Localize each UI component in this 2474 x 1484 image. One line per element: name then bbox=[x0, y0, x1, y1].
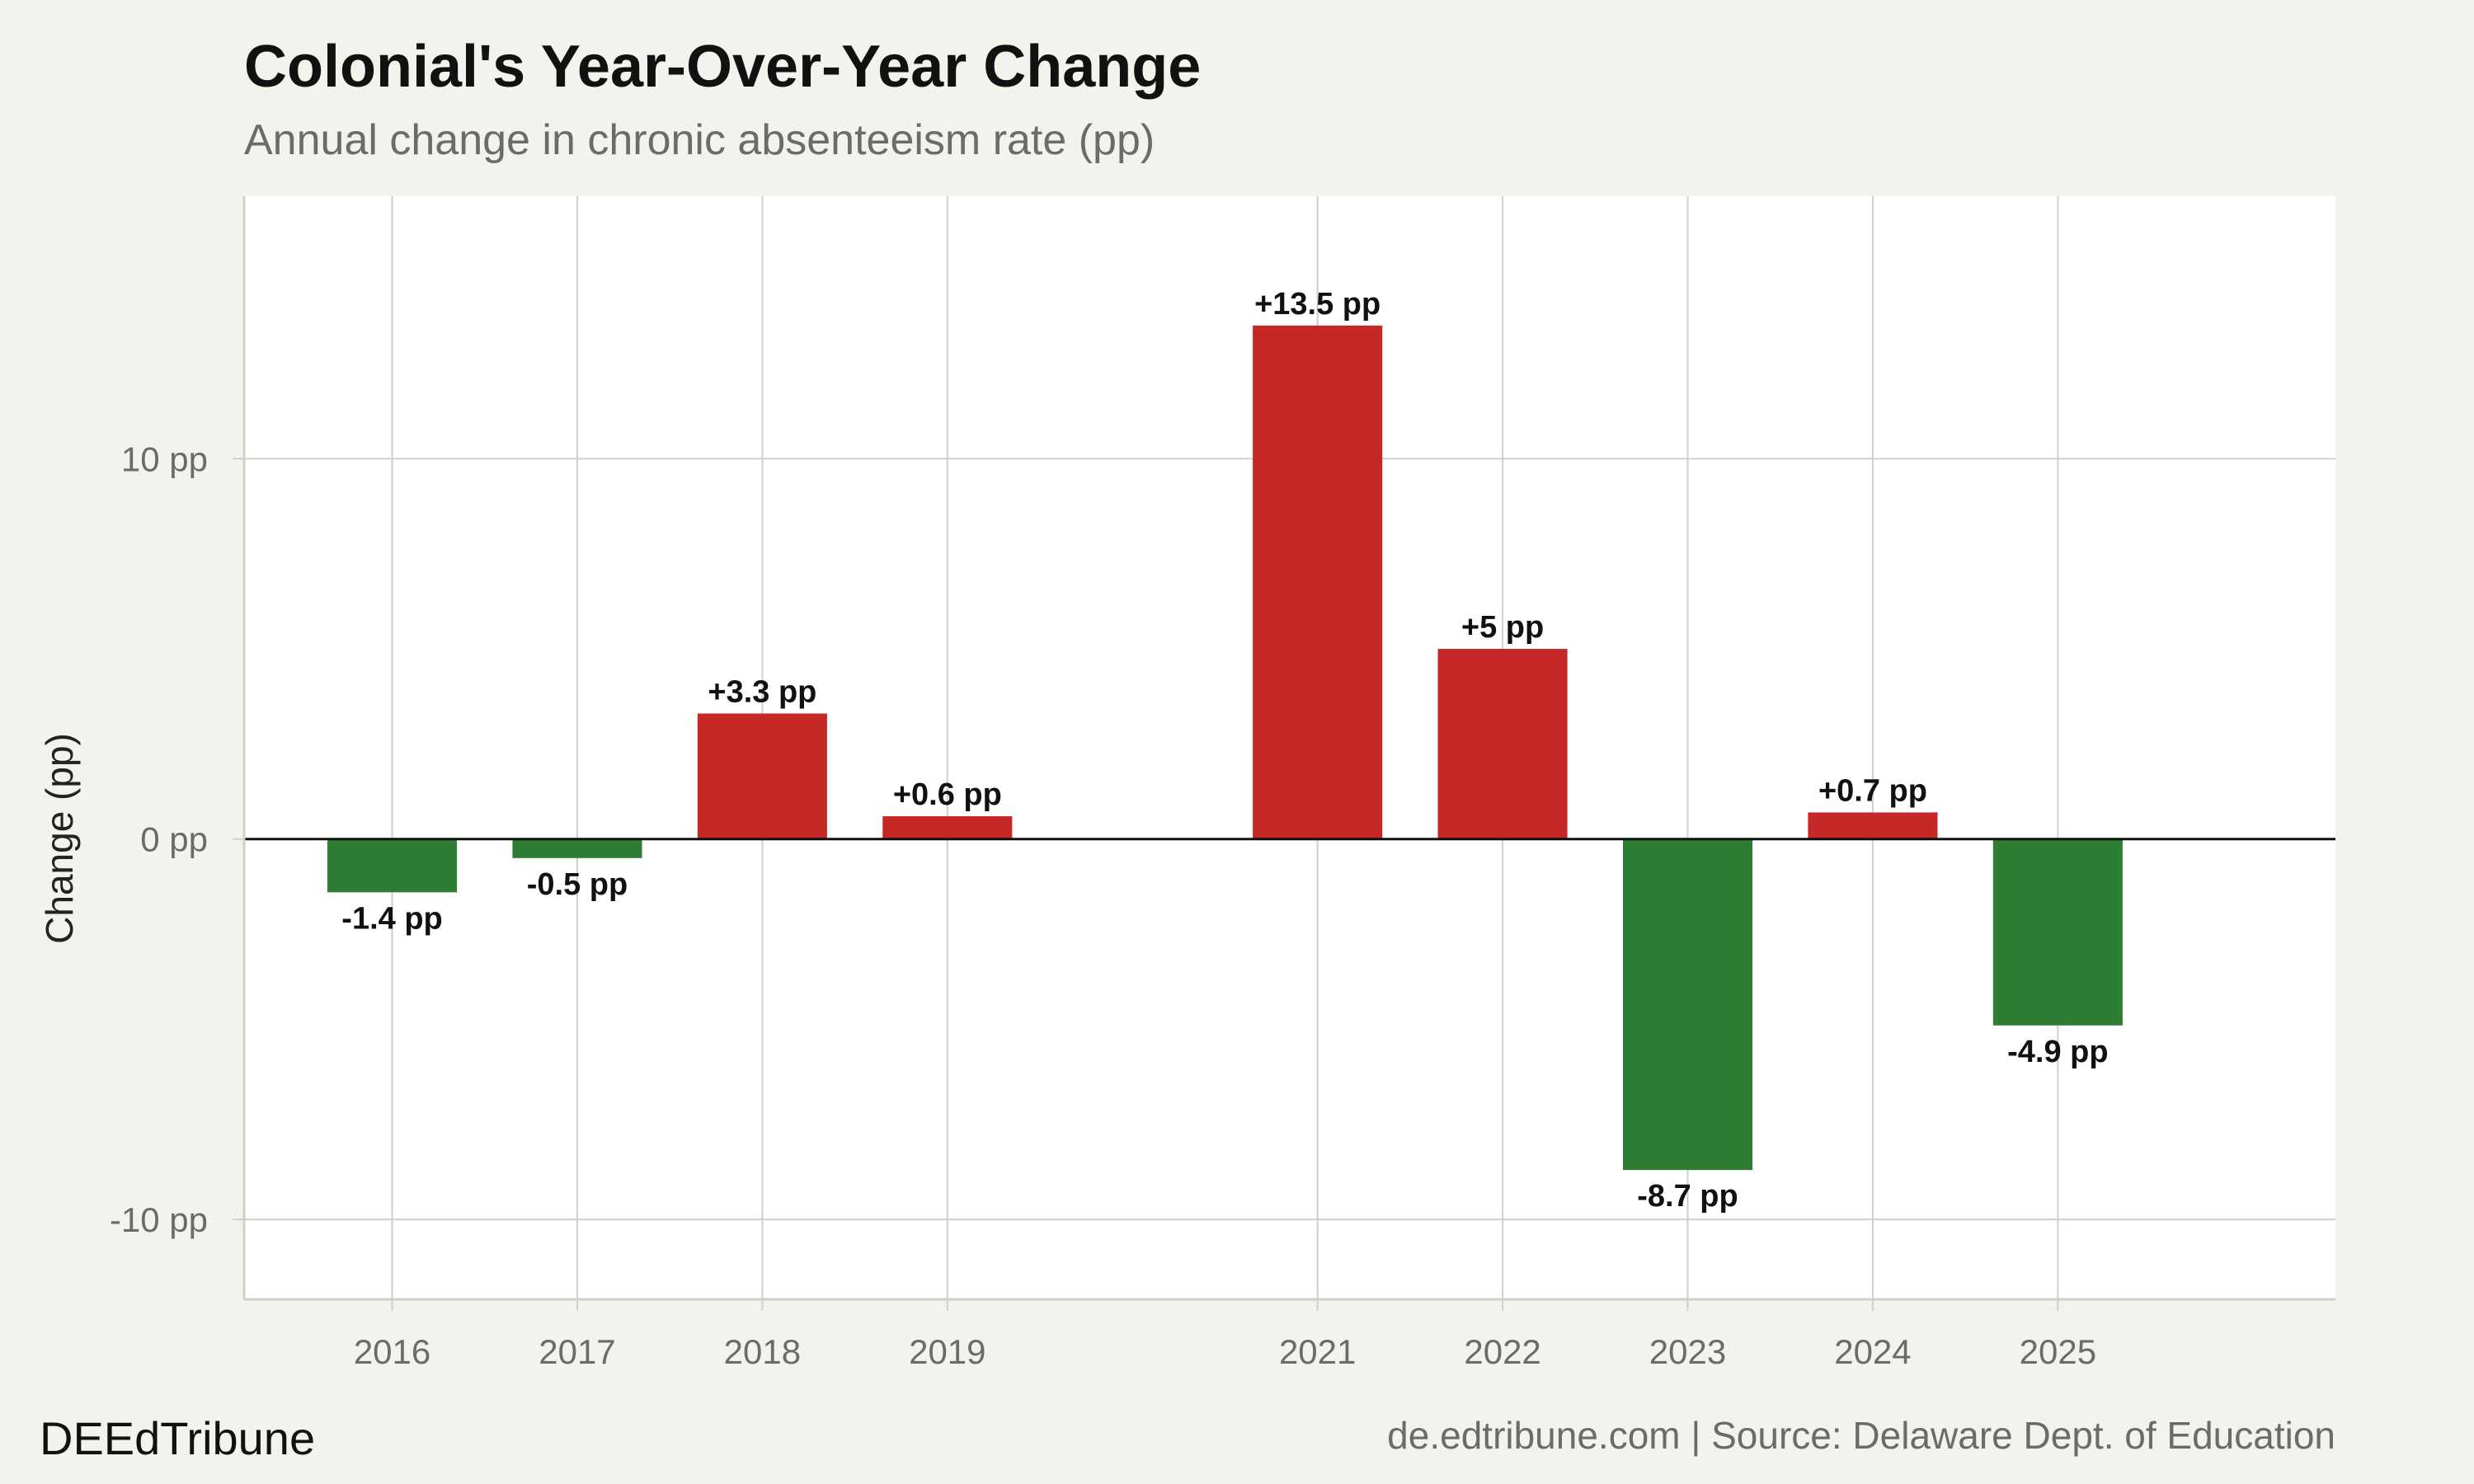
data-label-2018: +3.3 pp bbox=[708, 674, 816, 709]
brand-name: DEEdTribune bbox=[40, 1412, 316, 1464]
y-tick-label: 10 pp bbox=[121, 439, 208, 478]
x-tick-label: 2024 bbox=[1834, 1332, 1911, 1371]
chart-title: Colonial's Year-Over-Year Change bbox=[244, 34, 1202, 100]
chart-subtitle: Annual change in chronic absenteeism rat… bbox=[244, 116, 1155, 164]
bar-2018 bbox=[697, 713, 827, 839]
data-label-2016: -1.4 pp bbox=[341, 901, 442, 936]
source-credit: de.edtribune.com | Source: Delaware Dept… bbox=[1387, 1414, 2335, 1457]
data-label-2023: -8.7 pp bbox=[1637, 1179, 1738, 1214]
y-axis-title: Change (pp) bbox=[38, 733, 81, 944]
x-tick-label: 2025 bbox=[2020, 1332, 2096, 1371]
x-tick-label: 2017 bbox=[539, 1332, 615, 1371]
x-tick-label: 2023 bbox=[1649, 1332, 1726, 1371]
data-label-2017: -0.5 pp bbox=[527, 867, 628, 902]
bar-2022 bbox=[1437, 649, 1568, 839]
bar-2021 bbox=[1253, 325, 1383, 839]
x-tick-label: 2016 bbox=[354, 1332, 430, 1371]
x-tick-label: 2018 bbox=[724, 1332, 801, 1371]
data-label-2024: +0.7 pp bbox=[1818, 773, 1927, 808]
bar-2023 bbox=[1622, 838, 1753, 1171]
bar-2017 bbox=[512, 838, 642, 858]
x-tick-label: 2021 bbox=[1279, 1332, 1356, 1371]
bar-2024 bbox=[1808, 812, 1938, 839]
bar-2025 bbox=[1992, 838, 2123, 1026]
data-label-2019: +0.6 pp bbox=[893, 777, 1002, 812]
bar-2016 bbox=[327, 838, 458, 893]
data-label-2021: +13.5 pp bbox=[1254, 287, 1380, 322]
data-label-2022: +5 pp bbox=[1461, 610, 1544, 645]
y-tick-label: 0 pp bbox=[140, 820, 208, 859]
x-tick-label: 2022 bbox=[1464, 1332, 1540, 1371]
bar-2019 bbox=[882, 816, 1013, 839]
data-label-2025: -4.9 pp bbox=[2007, 1035, 2108, 1069]
y-tick-label: -10 pp bbox=[110, 1200, 208, 1239]
x-tick-label: 2019 bbox=[909, 1332, 985, 1371]
